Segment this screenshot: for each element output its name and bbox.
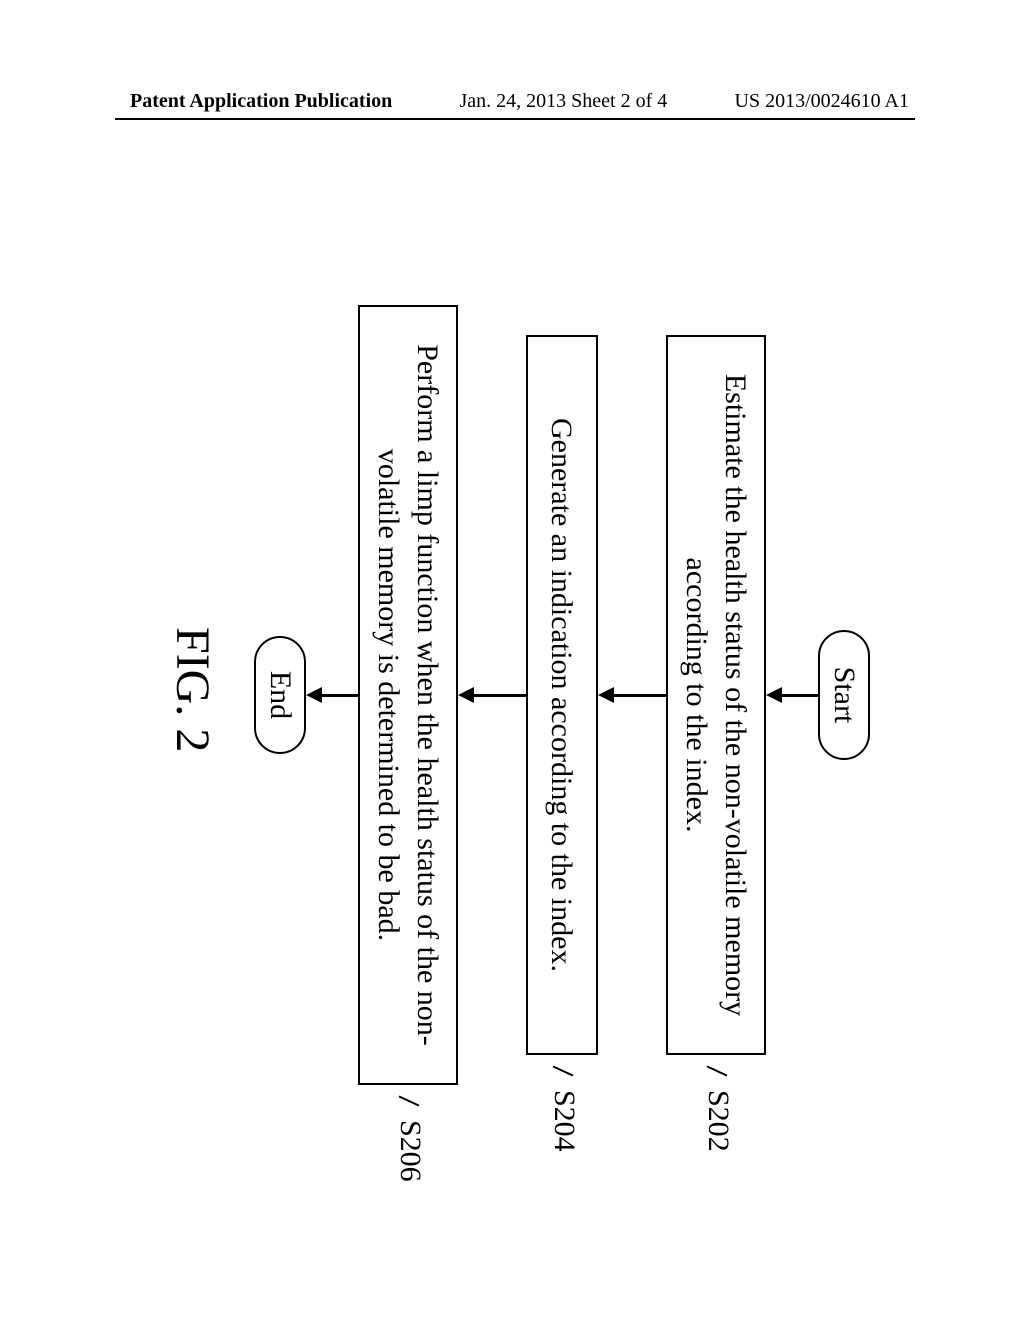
- arrowhead-s202-s204: [598, 687, 614, 703]
- arrow-s206-end: [318, 694, 358, 697]
- arrowhead-s206-end: [306, 687, 322, 703]
- header-rule: [115, 118, 915, 120]
- flowchart-diagram: Start Estimate the health status of the …: [0, 330, 1020, 1090]
- arrow-s202-s204: [610, 694, 666, 697]
- start-node: Start: [818, 630, 870, 760]
- process-s202-text: Estimate the health status of the non-vo…: [677, 355, 755, 1035]
- end-label: End: [263, 671, 297, 719]
- arrowhead-start-s202: [766, 687, 782, 703]
- header-left-text: Patent Application Publication: [130, 90, 392, 113]
- arrow-s204-s206: [470, 694, 526, 697]
- page-header: Patent Application Publication Jan. 24, …: [0, 90, 1024, 113]
- header-right-text: US 2013/0024610 A1: [735, 90, 909, 113]
- process-s206-text: Perform a limp function when the health …: [369, 325, 447, 1065]
- figure-label: FIG. 2: [165, 627, 220, 752]
- flowchart-inner: Start Estimate the health status of the …: [130, 200, 890, 1220]
- tick-s202: [707, 1065, 728, 1076]
- label-s204: S204: [547, 1090, 581, 1152]
- arrowhead-s204-s206: [458, 687, 474, 703]
- label-s206: S206: [393, 1120, 427, 1182]
- process-s202: Estimate the health status of the non-vo…: [666, 335, 766, 1055]
- process-s204: Generate an indication according to the …: [526, 335, 598, 1055]
- tick-s206: [399, 1095, 420, 1106]
- process-s206: Perform a limp function when the health …: [358, 305, 458, 1085]
- arrow-start-s202: [778, 694, 818, 697]
- end-node: End: [254, 636, 306, 754]
- header-center-text: Jan. 24, 2013 Sheet 2 of 4: [460, 90, 668, 113]
- label-s202: S202: [701, 1090, 735, 1152]
- tick-s204: [553, 1065, 574, 1076]
- start-label: Start: [827, 667, 861, 724]
- process-s204-text: Generate an indication according to the …: [543, 418, 582, 972]
